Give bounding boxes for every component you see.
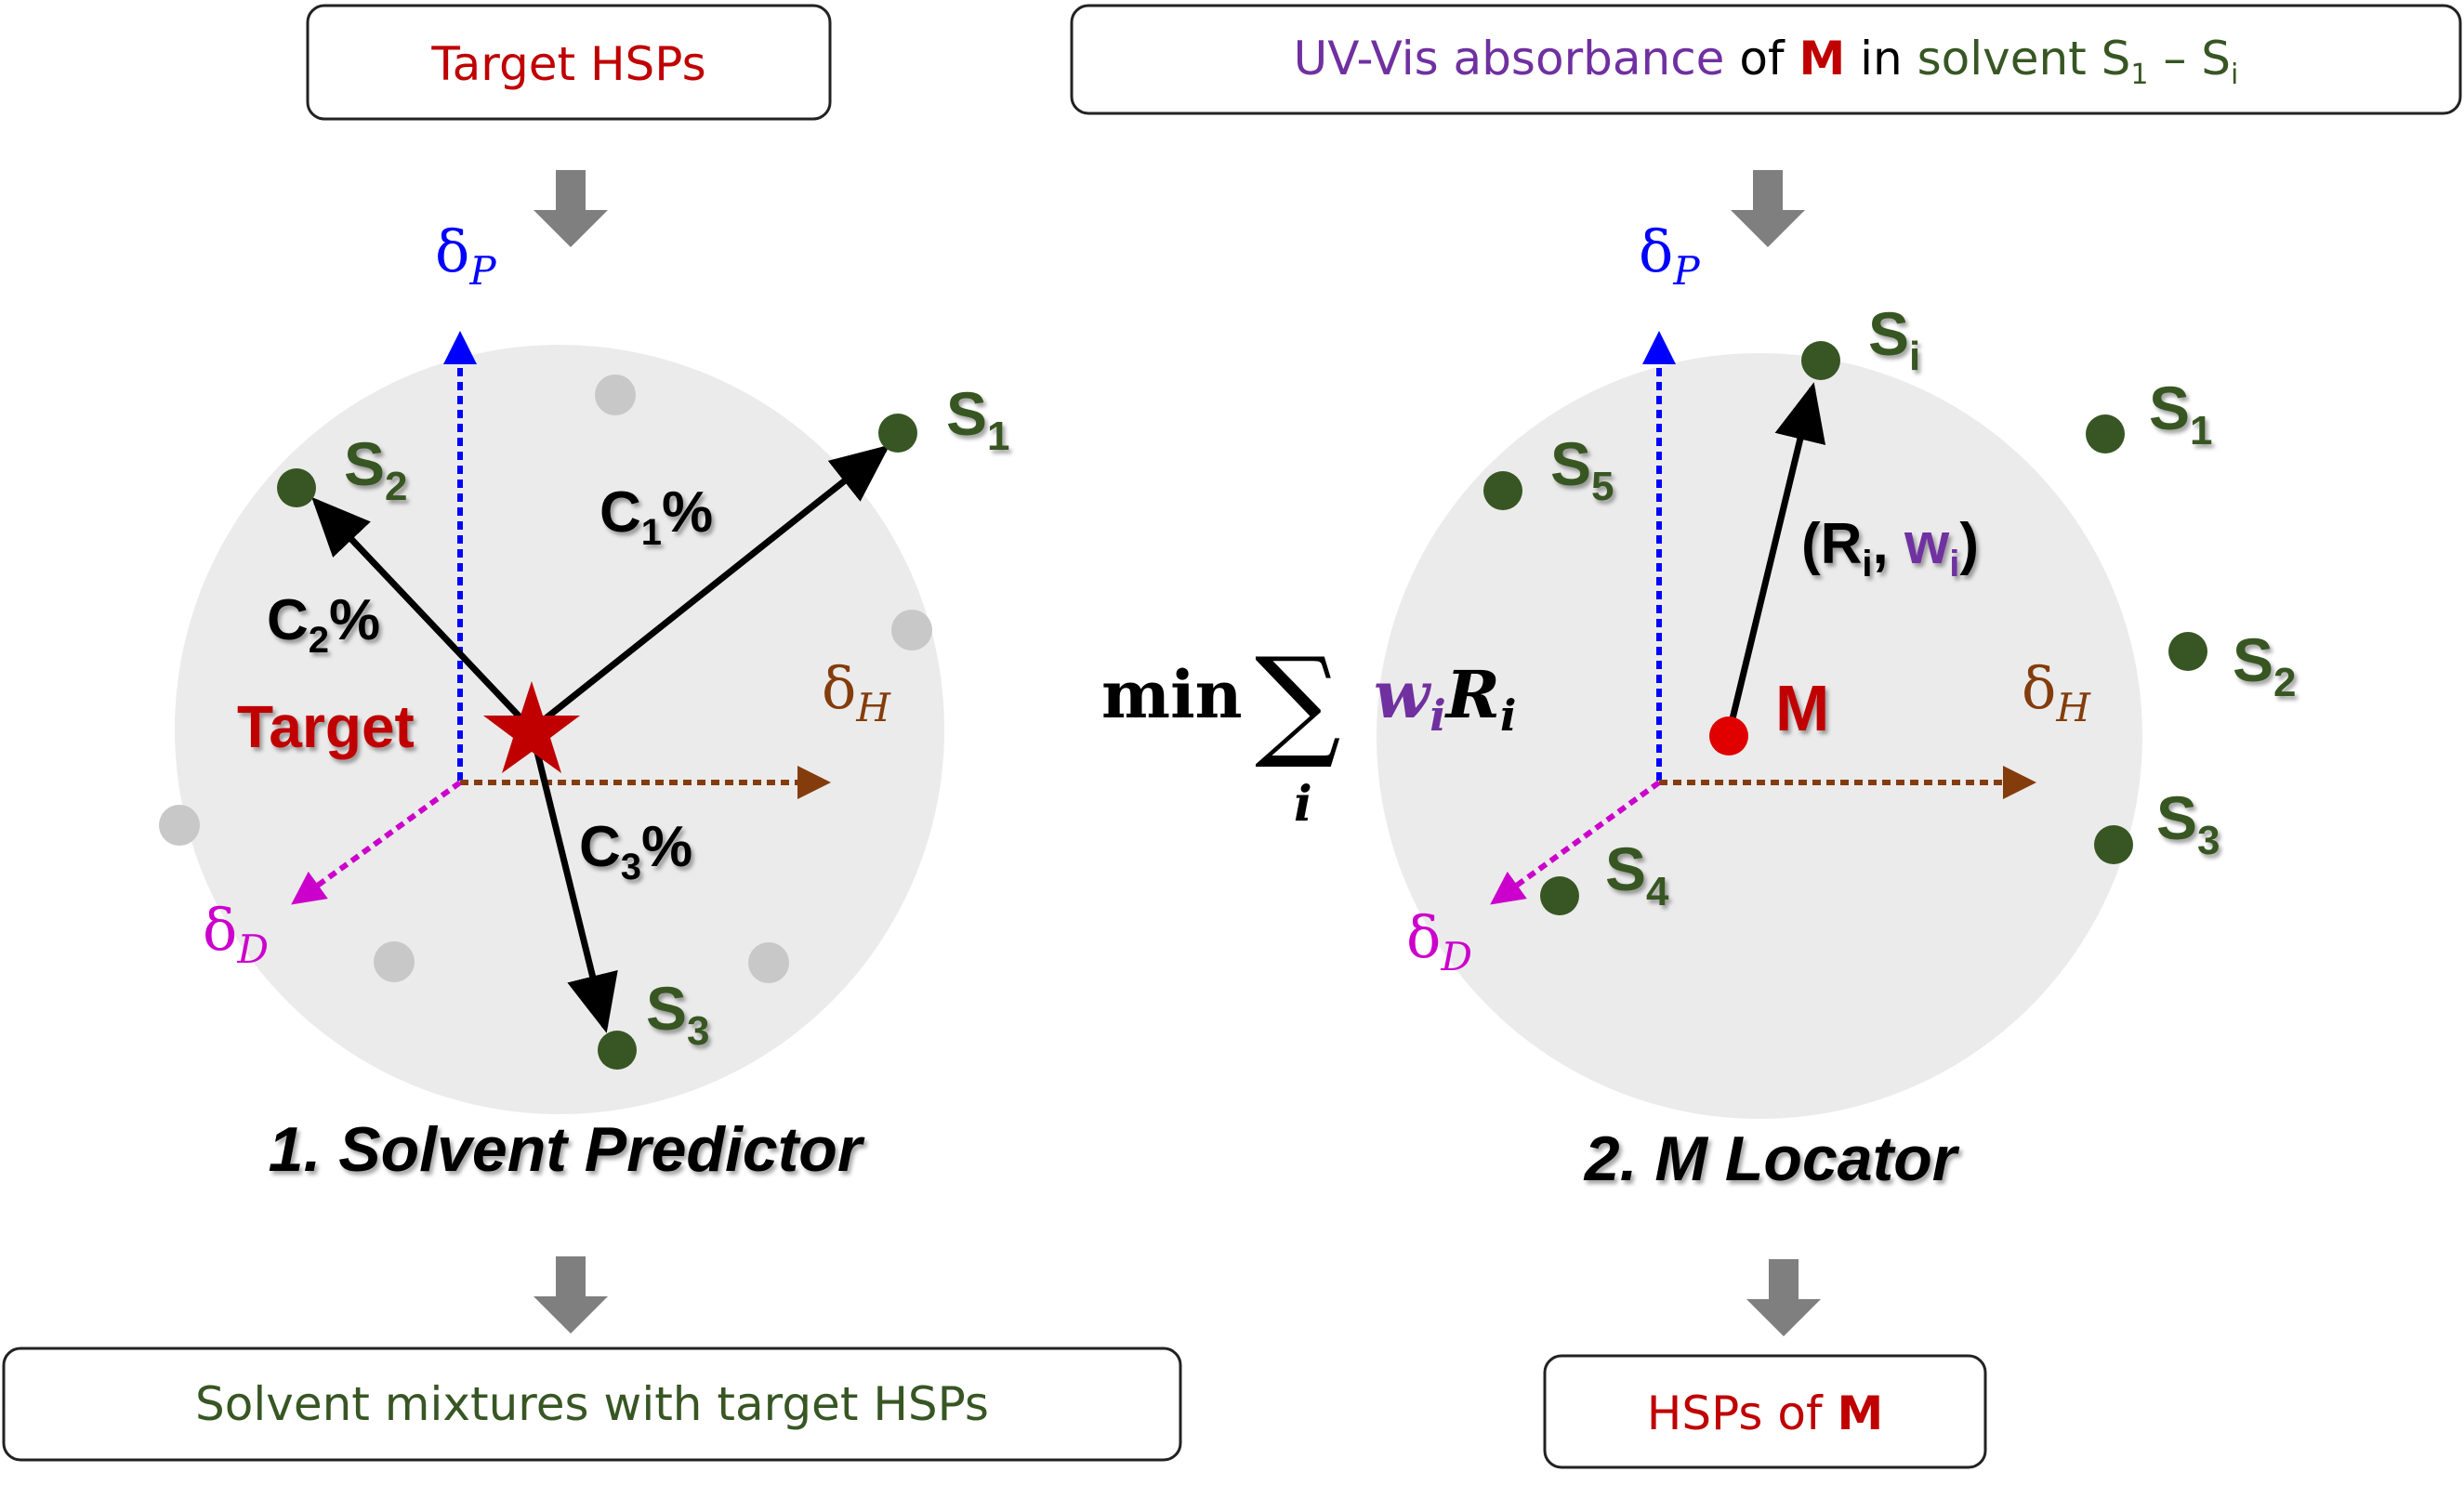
target-hsps-box: Target HSPs	[306, 4, 832, 121]
delta-p-label: δP	[435, 217, 496, 294]
solvent-label-s3: S3	[646, 974, 710, 1054]
delta-h-label: δH	[822, 654, 891, 730]
solvent-dot-s2	[2168, 632, 2207, 671]
solvent-predictor-diagram: δP δH δD S1 S2 S3 C1% C2% C3% Target 1. …	[159, 217, 1010, 1185]
solvent-predictor-caption: 1. Solvent Predictor	[269, 1114, 865, 1185]
gray-dot	[374, 941, 415, 982]
target-hsps-label: Target HSPs	[430, 37, 705, 91]
vector-m-to-si	[1725, 382, 1826, 735]
solvent-label-s3: S3	[2156, 783, 2220, 863]
solvent-dot-s5	[1483, 471, 1522, 510]
solvent-label-si: Si	[1868, 299, 1920, 379]
ri-wi-label: (Ri, wi)	[1801, 512, 1979, 585]
solvent-dot-s4	[1540, 876, 1579, 915]
solvent-label-s1: S1	[2149, 374, 2213, 453]
delta-h-label: δH	[2022, 654, 2091, 730]
solvent-label-s1: S1	[946, 379, 1010, 459]
down-arrow-icon	[1746, 1259, 1821, 1336]
gray-dot	[595, 375, 636, 415]
m-locator-diagram: δP δH δD Si S1 S5 S2 S3 S4 M (Ri, wi) 2.…	[1377, 217, 2297, 1194]
uvvis-box: UV-Vis absorbance of M in solvent S1 – S…	[1070, 4, 2462, 115]
hansen-sphere	[1377, 353, 2142, 1119]
fraction-label-c2: C2%	[267, 588, 380, 661]
solvent-mixtures-label: Solvent mixtures with target HSPs	[195, 1377, 989, 1431]
delta-d-axis	[1490, 780, 1661, 905]
formula-min: min	[1101, 656, 1243, 733]
formula-sum-icon: ∑	[1255, 631, 1341, 772]
vector-to-s3	[528, 729, 618, 1033]
delta-d-label: δD	[203, 896, 269, 972]
down-arrow-icon	[534, 170, 608, 247]
solvent-label-s4: S4	[1605, 834, 1669, 914]
formula-sum-index: i	[1294, 776, 1312, 833]
solvent-label-s5: S5	[1550, 429, 1614, 509]
down-arrow-icon	[534, 1256, 608, 1334]
m-dot	[1709, 716, 1748, 756]
hsps-of-m-box: HSPs of M	[1543, 1354, 1987, 1469]
solvent-dot-s3	[2094, 825, 2133, 864]
down-arrow-icon	[1731, 170, 1805, 247]
gray-dot	[748, 942, 789, 983]
uvvis-label: UV-Vis absorbance of M in solvent S1 – S…	[1294, 32, 2239, 91]
vector-to-s2	[311, 496, 534, 732]
gray-dot	[891, 610, 932, 651]
formula-terms: wiRi	[1374, 656, 1516, 741]
solvent-dot-s1	[878, 414, 917, 453]
solvent-dot-s1	[2086, 414, 2125, 453]
fraction-label-c1: C1%	[600, 480, 713, 553]
solvent-dot-s3	[598, 1031, 637, 1070]
target-label: Target	[237, 693, 415, 760]
hsps-of-m-label: HSPs of M	[1647, 1386, 1883, 1440]
delta-d-label: δD	[1406, 903, 1472, 979]
objective-formula: min ∑ i wiRi	[1101, 631, 1516, 833]
delta-p-label: δP	[1639, 217, 1700, 294]
solvent-dot-si	[1801, 341, 1840, 380]
solvent-mixtures-box: Solvent mixtures with target HSPs	[2, 1347, 1182, 1462]
solvent-label-s2: S2	[344, 429, 408, 509]
target-star-icon	[483, 681, 580, 773]
m-label: M	[1775, 672, 1829, 744]
gray-dot	[159, 805, 200, 846]
fraction-label-c3: C3%	[579, 815, 692, 887]
solvent-dot-s2	[277, 468, 316, 507]
m-locator-caption: 2. M Locator	[1583, 1124, 1960, 1194]
vector-to-s1	[529, 444, 890, 732]
delta-d-axis	[291, 780, 462, 905]
solvent-label-s2: S2	[2233, 625, 2297, 705]
